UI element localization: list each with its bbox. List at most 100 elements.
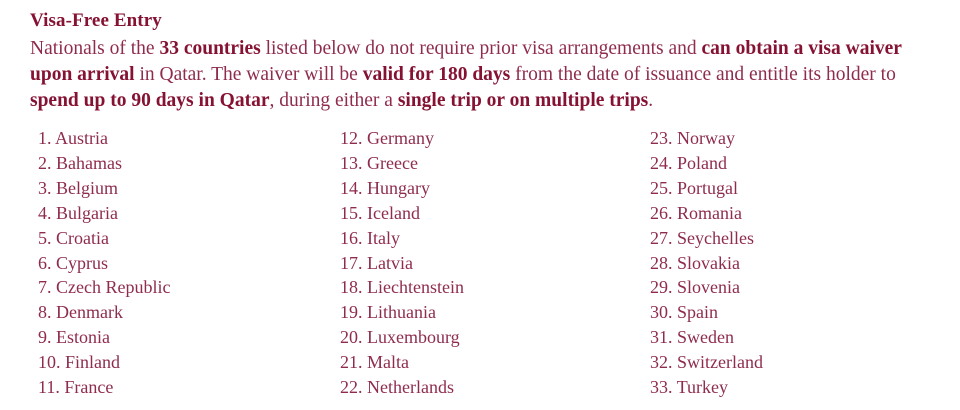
country-number: 11. [38, 377, 65, 398]
intro-line: upon arrival in Qatar. The waiver will b… [30, 62, 940, 88]
country-list-item: 11. France [38, 375, 340, 400]
country-number: 30. [650, 302, 677, 323]
country-number: 26. [650, 202, 677, 223]
country-list-item: 33. Turkey [650, 375, 940, 400]
intro-bold-segment: 33 countries [159, 38, 261, 59]
country-list-item: 29. Slovenia [650, 275, 940, 300]
country-name: Lithuania [367, 302, 436, 323]
country-list-item: 15. Iceland [340, 201, 650, 226]
country-number: 4. [38, 202, 56, 223]
country-list-item: 20. Luxembourg [340, 325, 650, 350]
country-name: Italy [367, 227, 400, 248]
country-name: Hungary [367, 177, 430, 198]
country-name: Malta [367, 352, 409, 373]
intro-bold-segment: spend up to 90 days in Qatar [30, 90, 270, 111]
intro-bold-segment: valid for 180 days [362, 64, 511, 85]
country-number: 2. [38, 152, 56, 173]
country-number: 17. [340, 252, 367, 273]
country-number: 31. [650, 327, 677, 348]
country-name: Sweden [677, 327, 734, 348]
country-list-item: 5. Croatia [38, 226, 340, 251]
country-name: Slovenia [677, 277, 740, 298]
country-list-item: 2. Bahamas [38, 151, 340, 176]
country-name: Denmark [56, 302, 123, 323]
page-title: Visa-Free Entry [30, 10, 162, 31]
country-list-item: 16. Italy [340, 226, 650, 251]
country-list-item: 24. Poland [650, 151, 940, 176]
country-number: 29. [650, 277, 677, 298]
country-columns: 1. Austria 2. Bahamas 3. Belgium 4. Bulgari… [30, 126, 940, 400]
country-number: 12. [340, 128, 367, 148]
country-name: Greece [367, 152, 418, 173]
country-name: Belgium [56, 177, 118, 198]
country-number: 3. [38, 177, 56, 198]
country-list-item: 7. Czech Republic [38, 275, 340, 300]
country-list-item: 8. Denmark [38, 300, 340, 325]
country-number: 32. [650, 352, 677, 373]
country-name: Turkey [676, 377, 729, 398]
country-column-1: 1. Austria 2. Bahamas 3. Belgium 4. Bulgari… [38, 126, 340, 400]
country-number: 9. [38, 327, 56, 348]
country-number: 28. [650, 252, 677, 273]
intro-line: spend up to 90 days in Qatar, during eit… [30, 88, 940, 114]
country-number: 22. [340, 377, 367, 398]
country-number: 6. [38, 252, 56, 273]
intro-line: Nationals of the 33 countries listed bel… [30, 36, 940, 62]
country-number: 24. [650, 152, 677, 173]
intro-text-segment: , during either a [269, 90, 398, 111]
country-name: Poland [677, 152, 728, 173]
country-number: 16. [340, 227, 367, 248]
country-list-item: 9. Estonia [38, 325, 340, 350]
country-list-item: 13. Greece [340, 151, 650, 176]
country-name: Iceland [367, 202, 420, 223]
country-name: Germany [367, 128, 434, 148]
country-list-item: 22. Netherlands [340, 375, 650, 400]
country-number: 25. [650, 177, 677, 198]
country-number: 33. [650, 377, 677, 398]
country-list-item: 32. Switzerland [650, 350, 940, 375]
country-list-item: 3. Belgium [38, 176, 340, 201]
country-name: Slovakia [677, 252, 740, 273]
country-list-item: 21. Malta [340, 350, 650, 375]
country-name: Liechtenstein [367, 277, 464, 298]
country-name: Bahamas [56, 152, 122, 173]
country-number: 13. [340, 152, 367, 173]
intro-text-segment: in Qatar. The waiver will be [134, 64, 363, 85]
country-name: Austria [55, 128, 109, 148]
country-name: Romania [677, 202, 742, 223]
country-list-item: 31. Sweden [650, 325, 940, 350]
country-list-item: 17. Latvia [340, 251, 650, 276]
country-name: Netherlands [367, 377, 454, 398]
country-name: Finland [65, 352, 121, 373]
country-list-item: 27. Seychelles [650, 226, 940, 251]
country-list-item: 12. Germany [340, 126, 650, 151]
country-list-item: 26. Romania [650, 201, 940, 226]
intro-bold-segment: can obtain a visa waiver [701, 38, 902, 59]
country-number: 14. [340, 177, 367, 198]
country-number: 19. [340, 302, 367, 323]
country-number: 10. [38, 352, 65, 373]
intro-bold-segment: single trip or on multiple trips [397, 90, 649, 111]
country-number: 15. [340, 202, 367, 223]
country-name: Czech Republic [56, 277, 171, 298]
country-name: Luxembourg [367, 327, 460, 348]
intro-text-segment: listed below do not require prior visa a… [260, 38, 702, 59]
country-number: 23. [650, 128, 677, 148]
country-name: Croatia [56, 227, 109, 248]
country-name: Switzerland [677, 352, 763, 373]
country-list-item: 14. Hungary [340, 176, 650, 201]
country-name: Latvia [367, 252, 413, 273]
country-number: 20. [340, 327, 367, 348]
country-list-item: 25. Portugal [650, 176, 940, 201]
country-list-item: 19. Lithuania [340, 300, 650, 325]
country-list-item: 1. Austria [38, 126, 340, 151]
country-name: Cyprus [56, 252, 109, 273]
country-list-item: 6. Cyprus [38, 251, 340, 276]
country-name: Estonia [56, 327, 110, 348]
country-column-2: 12. Germany 13. Greece 14. Hungary 15. Icel… [340, 126, 650, 400]
country-number: 21. [340, 352, 367, 373]
country-column-3: 23. Norway 24. Poland 25. Portugal 26. Roma… [650, 126, 940, 400]
country-list-item: 10. Finland [38, 350, 340, 375]
country-name: Portugal [677, 177, 738, 198]
